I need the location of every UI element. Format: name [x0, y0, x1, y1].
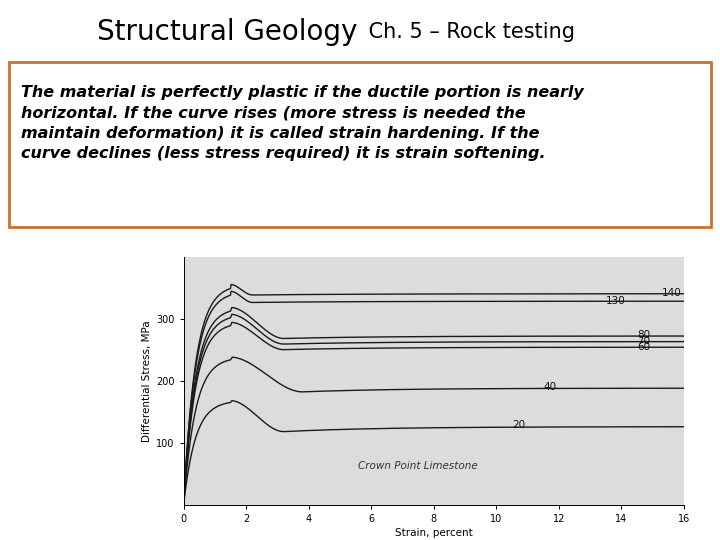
Text: Ch. 5 – Rock testing: Ch. 5 – Rock testing [362, 22, 575, 43]
Text: 70: 70 [637, 336, 650, 346]
Text: The material is perfectly plastic if the ductile portion is nearly
horizontal. I: The material is perfectly plastic if the… [22, 85, 584, 161]
Text: 80: 80 [637, 330, 650, 340]
Text: Structural Geology: Structural Geology [97, 18, 358, 46]
Y-axis label: Differential Stress, MPa: Differential Stress, MPa [142, 320, 152, 442]
Text: 130: 130 [606, 295, 626, 306]
Text: 140: 140 [662, 287, 682, 298]
Text: 60: 60 [637, 341, 650, 352]
FancyBboxPatch shape [9, 62, 711, 227]
Text: Crown Point Limestone: Crown Point Limestone [359, 461, 478, 471]
Text: 20: 20 [512, 421, 525, 430]
Text: 40: 40 [544, 382, 557, 392]
X-axis label: Strain, percent: Strain, percent [395, 528, 472, 538]
